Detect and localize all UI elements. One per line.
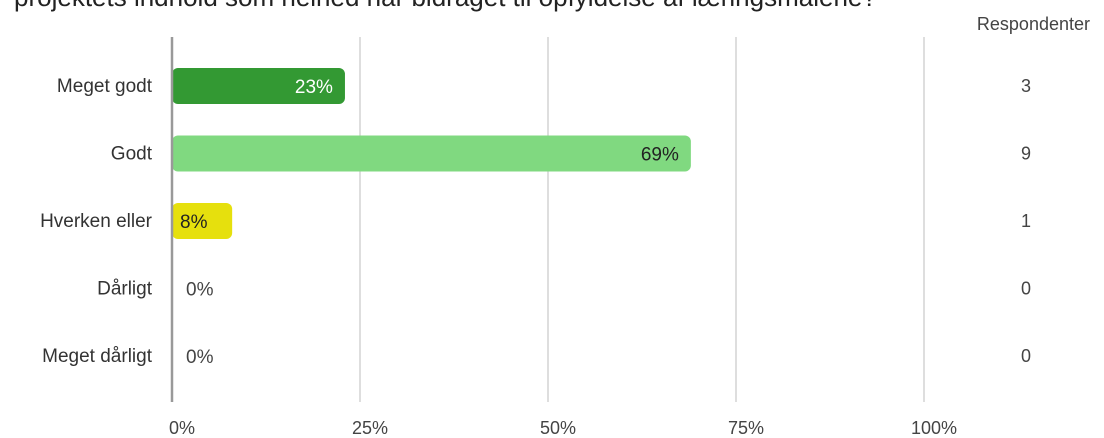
bar [172, 135, 691, 172]
category-label: Meget godt [57, 76, 153, 97]
x-tick-label: 25% [352, 418, 388, 438]
value-label: 23% [295, 77, 333, 98]
category-label: Meget dårligt [42, 346, 153, 367]
respondents-header: Respondenter [976, 14, 1090, 34]
category-label: Hverken eller [40, 211, 153, 232]
value-label: 8% [180, 212, 208, 233]
chart-title: projektets indhold som helhed har bidrag… [14, 0, 877, 12]
chart-title-clip: projektets indhold som helhed har bidrag… [0, 0, 1104, 12]
x-tick-label: 0% [169, 418, 195, 438]
x-tick-label: 50% [540, 418, 576, 438]
respondent-count: 0 [1021, 279, 1031, 299]
bar [172, 68, 345, 104]
respondent-count: 0 [1021, 346, 1031, 366]
category-label: Godt [111, 144, 153, 165]
respondent-count: 1 [1021, 211, 1031, 231]
x-tick-label: 75% [728, 418, 764, 438]
value-label: 0% [186, 280, 214, 301]
x-tick-label: 100% [911, 418, 957, 438]
respondent-count: 3 [1021, 76, 1031, 96]
category-label: Dårligt [97, 279, 153, 300]
value-label: 69% [641, 145, 679, 166]
bar [172, 203, 233, 239]
value-label: 0% [186, 347, 214, 368]
respondent-count: 9 [1021, 144, 1031, 164]
